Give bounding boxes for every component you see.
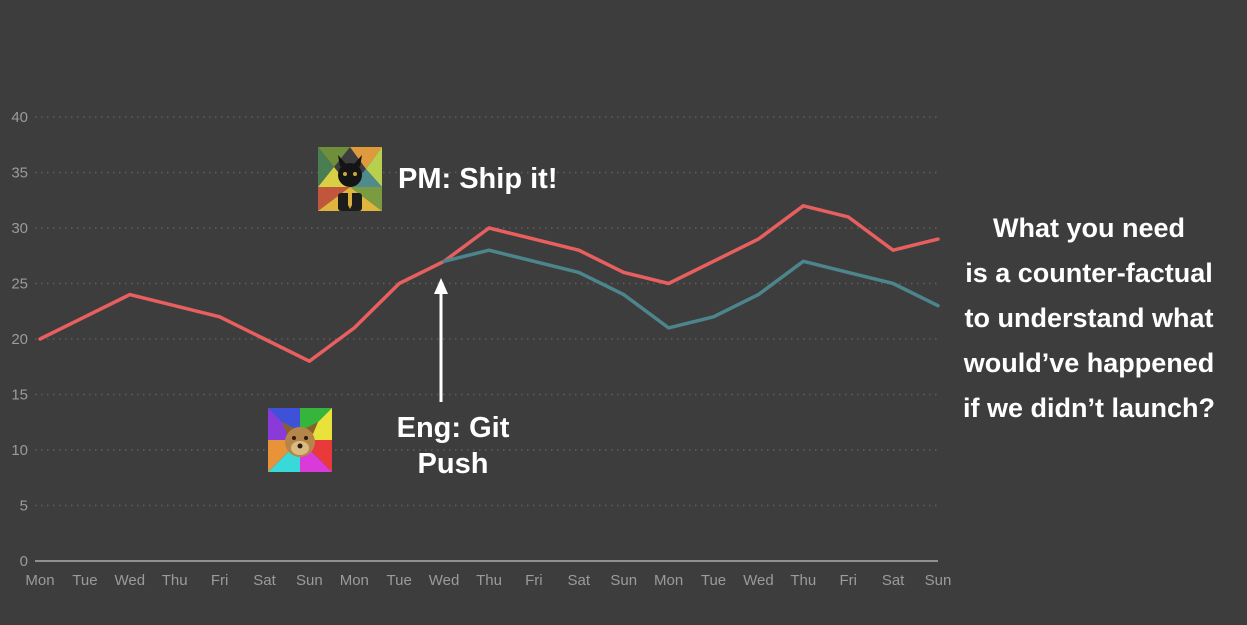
caption-line: What you need (992, 213, 1185, 243)
x-tick-label: Fri (211, 572, 229, 589)
x-tick-label: Thu (476, 572, 502, 589)
caption-line: if we didn’t launch? (963, 393, 1215, 423)
pm-annotation: PM: Ship it! (318, 147, 557, 211)
x-tick-label: Sun (925, 572, 952, 589)
caption-line: is a counter-factual (965, 258, 1213, 288)
x-tick-label: Sat (568, 572, 591, 589)
red-line-series (38, 204, 940, 363)
x-tick-label: Tue (701, 572, 726, 589)
x-tick-label: Mon (25, 572, 54, 589)
x-tick-label: Tue (72, 572, 97, 589)
x-tick-label: Fri (525, 572, 543, 589)
x-tick-label: Sun (610, 572, 637, 589)
y-tick-label: 15 (11, 387, 28, 404)
y-tick-label: 25 (11, 276, 28, 293)
y-tick-label: 30 (11, 220, 28, 237)
teal-line-series (442, 248, 940, 330)
y-tick-label: 5 (20, 498, 28, 515)
x-tick-label: Wed (429, 572, 460, 589)
x-tick-label: Thu (790, 572, 816, 589)
y-tick-label: 40 (11, 109, 28, 126)
doge-annotation (268, 408, 332, 472)
eng-label: Eng: Git Push (396, 412, 510, 480)
business-cat-meme-image (318, 147, 382, 211)
caption-line: to understand what (964, 303, 1214, 333)
y-tick-label: 10 (11, 442, 28, 459)
up-arrow-icon (434, 278, 448, 402)
y-tick-label: 35 (11, 165, 28, 182)
x-tick-label: Tue (387, 572, 412, 589)
caption-line: would’ve happened (963, 348, 1215, 378)
x-tick-label: Thu (162, 572, 188, 589)
x-tick-label: Mon (340, 572, 369, 589)
x-tick-label: Sat (882, 572, 905, 589)
y-tick-label: 0 (20, 553, 28, 570)
x-tick-label: Sat (253, 572, 276, 589)
doge-meme-image (268, 408, 332, 472)
x-tick-label: Fri (839, 572, 857, 589)
x-tick-label: Wed (115, 572, 146, 589)
x-tick-label: Wed (743, 572, 774, 589)
x-tick-label: Sun (296, 572, 323, 589)
x-tick-label: Mon (654, 572, 683, 589)
y-tick-label: 20 (11, 331, 28, 348)
counterfactual-caption: What you need is a counter-factual to un… (958, 206, 1220, 431)
pm-label: PM: Ship it! (398, 162, 558, 195)
